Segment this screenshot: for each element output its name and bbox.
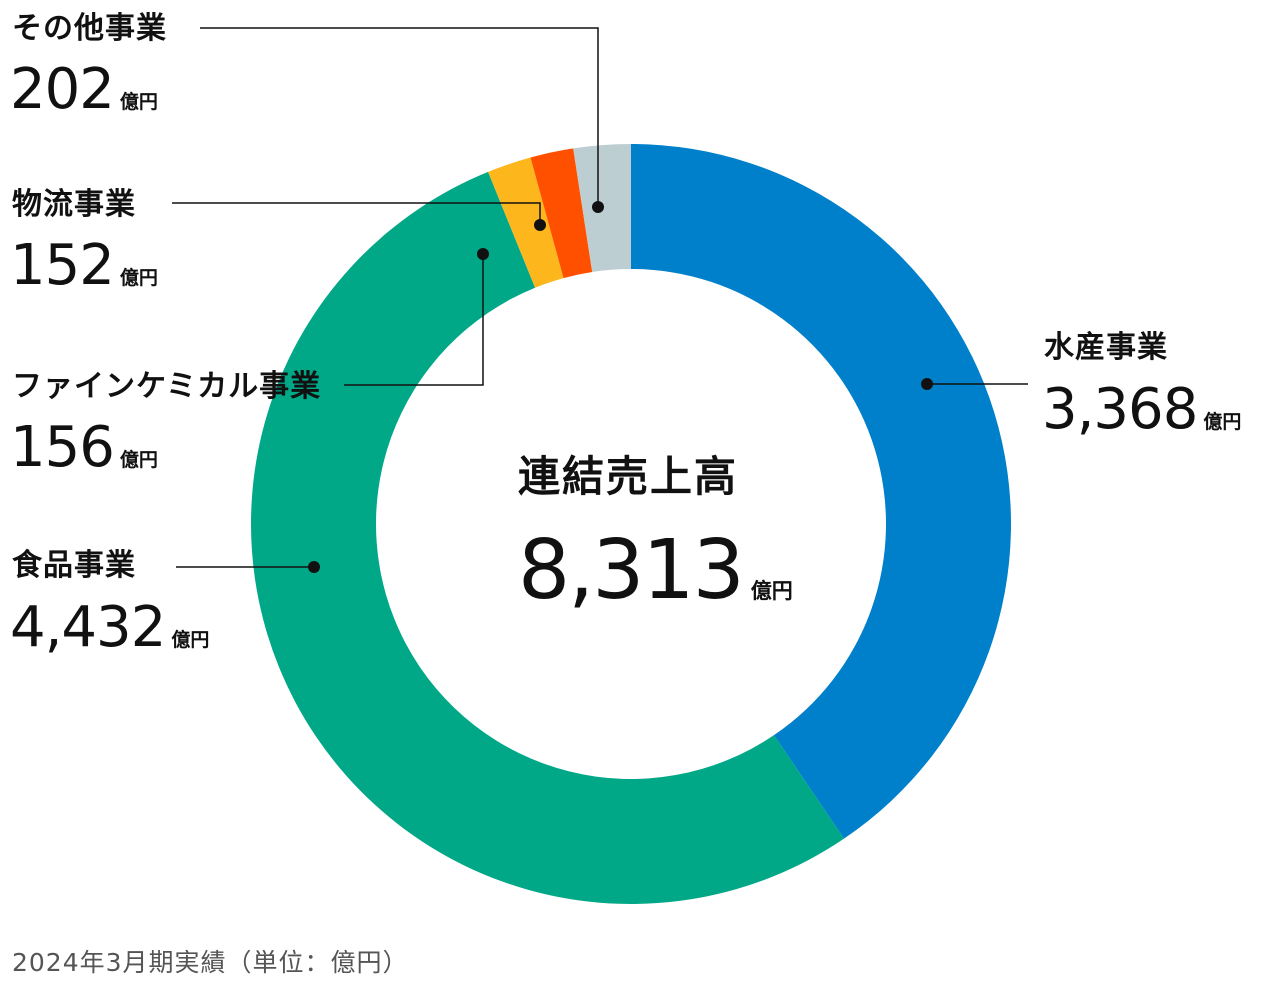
slice-unit: 億円 <box>119 267 158 289</box>
slice-shokuhin <box>250 171 845 905</box>
footnote: 2024年3月期実績（単位：億円） <box>12 948 409 977</box>
slice-value: 4,432 <box>10 595 166 660</box>
label-shokuhin-name: 食品事業 <box>12 548 136 583</box>
slice-value: 202 <box>10 57 115 122</box>
slice-suisan <box>631 144 1012 839</box>
leader-finechem-line <box>344 254 484 386</box>
leader-lines <box>172 27 1028 573</box>
label-suisan-value: 3,368 億円 <box>1042 382 1241 438</box>
slice-unit: 億円 <box>171 629 210 651</box>
leader-sonota-line <box>200 27 599 207</box>
slice-butsuryu <box>530 148 593 279</box>
center-total-value: 8,313 <box>518 523 745 618</box>
slice-finechem <box>488 157 564 288</box>
label-suisan-name: 水産事業 <box>1044 330 1168 365</box>
label-sonota-name: その他事業 <box>12 11 167 46</box>
label-finechem-name: ファインケミカル事業 <box>12 369 322 404</box>
label-butsuryu-value: 152 億円 <box>10 238 158 294</box>
leader-suisan-dot <box>921 378 933 390</box>
leader-butsuryu-line <box>172 202 541 225</box>
label-sonota-value: 202 億円 <box>10 62 158 118</box>
slice-value: 152 <box>10 233 115 298</box>
slice-unit: 億円 <box>119 449 158 471</box>
leader-butsuryu-dot <box>534 219 546 231</box>
leader-sonota-dot <box>592 201 604 213</box>
leader-finechem-dot <box>477 248 489 260</box>
slice-value: 3,368 <box>1042 377 1198 442</box>
label-shokuhin-value: 4,432 億円 <box>10 600 209 656</box>
label-butsuryu-name: 物流事業 <box>12 187 136 222</box>
center-total-unit: 億円 <box>750 579 793 603</box>
donut-slices <box>250 144 1012 905</box>
label-finechem-value: 156 億円 <box>10 420 158 476</box>
slice-unit: 億円 <box>1203 411 1242 433</box>
slice-value: 156 <box>10 415 115 480</box>
center-title: 連結売上高 <box>518 452 739 501</box>
leader-shokuhin-dot <box>308 561 320 573</box>
slice-unit: 億円 <box>119 91 158 113</box>
center-total: 8,313 億円 <box>518 530 793 612</box>
